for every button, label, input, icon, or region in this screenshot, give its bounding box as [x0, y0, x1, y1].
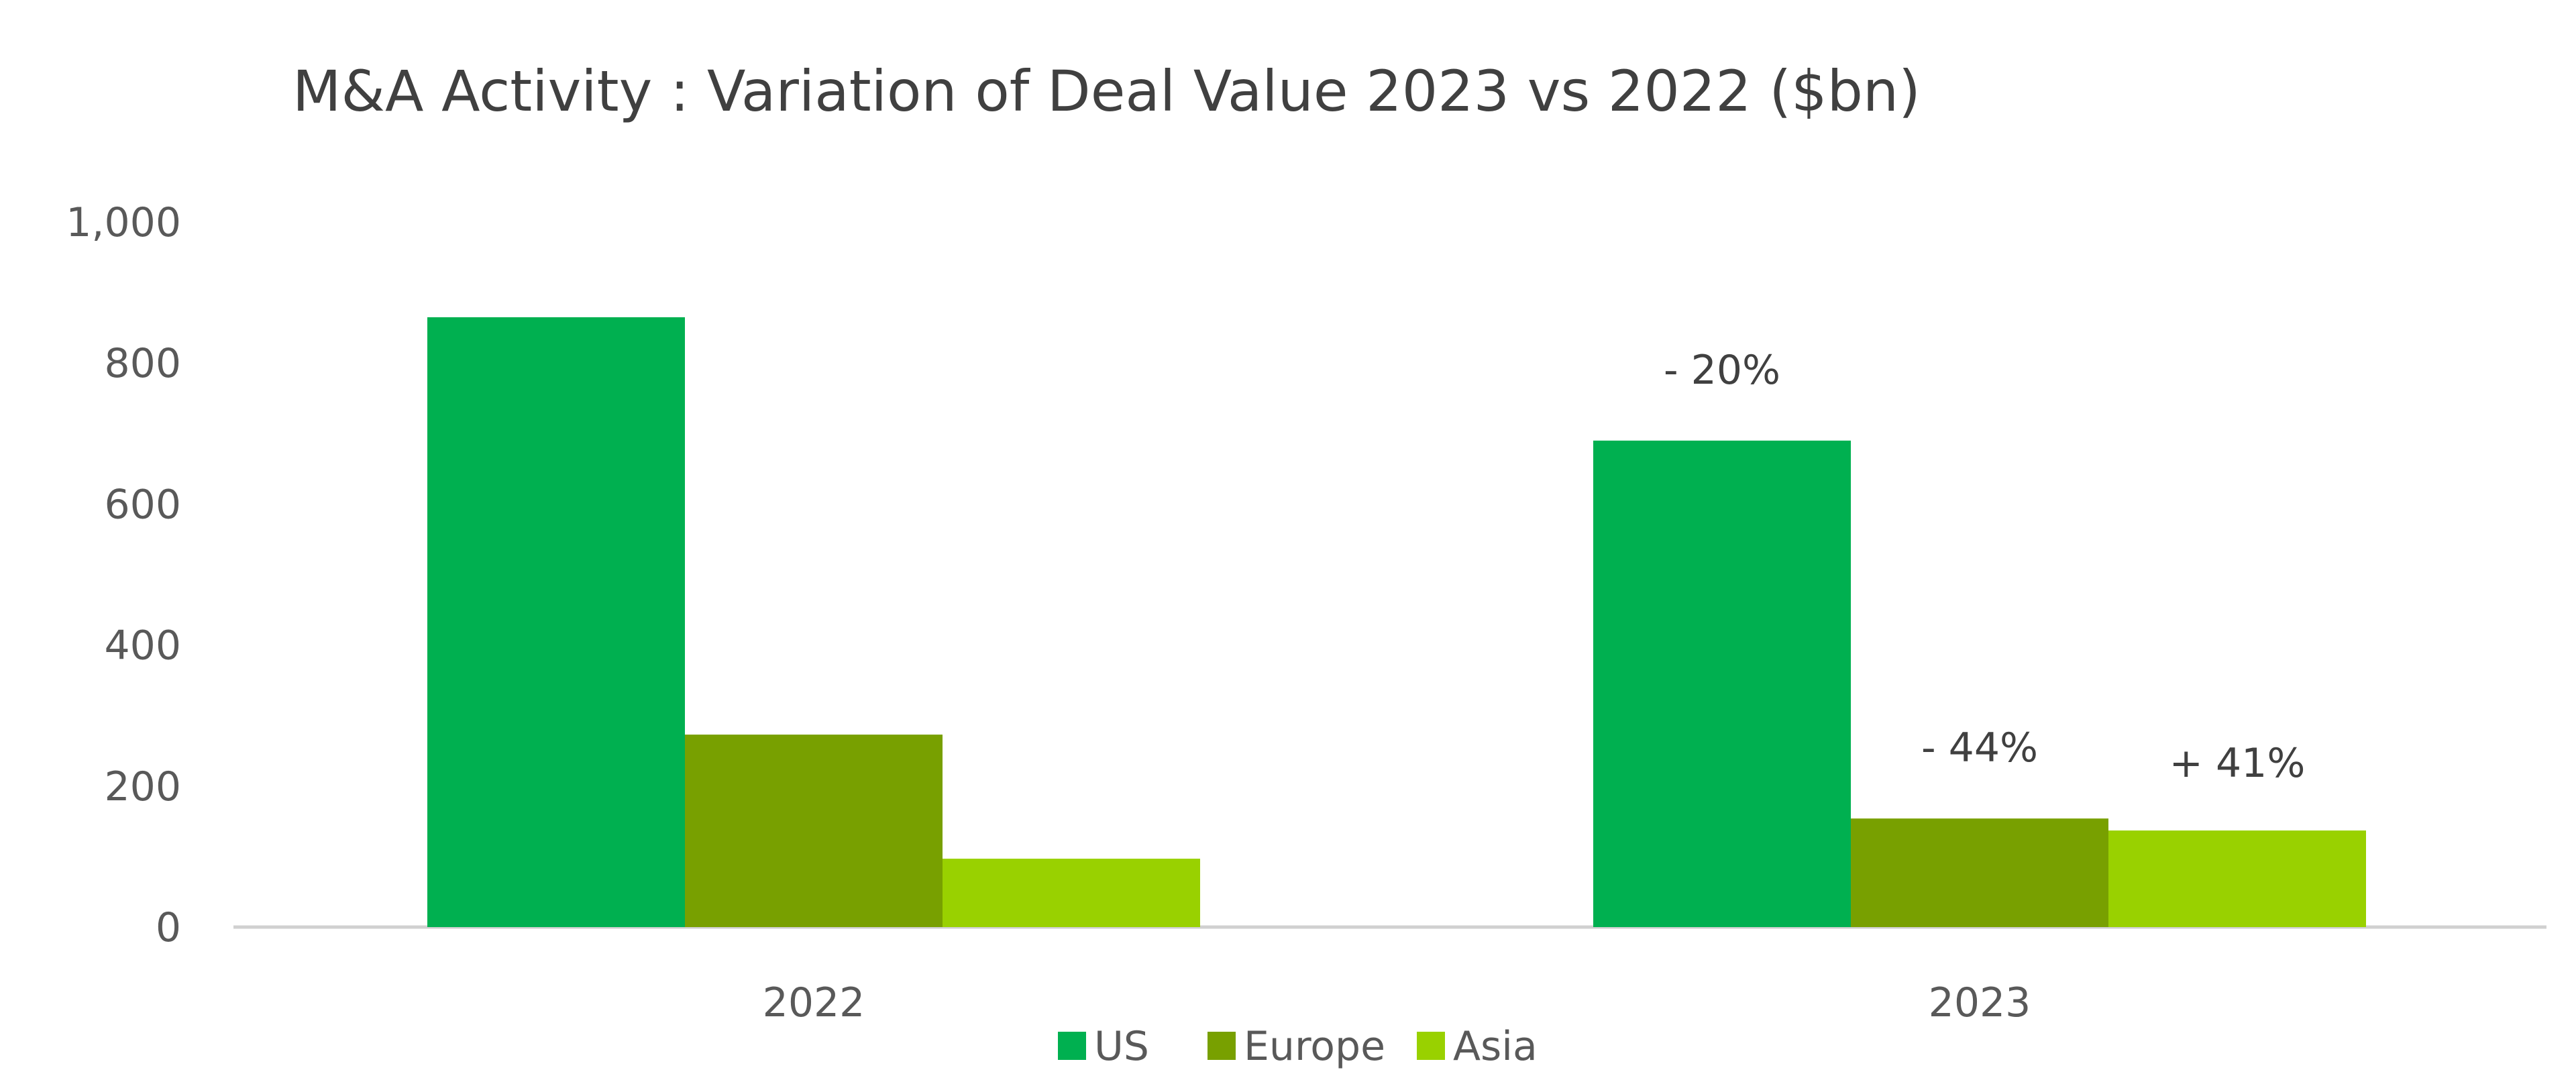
legend-label: Europe	[1244, 1023, 1385, 1070]
bar-us-2023	[1593, 440, 1851, 927]
legend-label: Asia	[1453, 1023, 1538, 1070]
legend-swatch	[1417, 1032, 1445, 1060]
legend-item-asia: Asia	[1417, 1023, 1538, 1070]
data-label-annotation: + 41%	[2169, 740, 2306, 787]
legend-item-europe: Europe	[1208, 1023, 1385, 1070]
bar-asia-2023	[2108, 830, 2366, 927]
y-tick-label: 800	[104, 340, 181, 387]
legend-item-us: US	[1058, 1023, 1149, 1070]
x-tick-label: 2022	[763, 979, 865, 1026]
legend-swatch	[1058, 1032, 1086, 1060]
bar-us-2022	[427, 317, 685, 927]
y-tick-label: 1,000	[66, 199, 181, 246]
legend-label: US	[1094, 1023, 1149, 1070]
bar-europe-2023	[1851, 818, 2108, 927]
data-label-annotation: - 44%	[1921, 724, 2038, 771]
x-tick-label: 2023	[1929, 979, 2031, 1026]
chart-title: M&A Activity : Variation of Deal Value 2…	[292, 58, 1921, 124]
y-tick-label: 0	[156, 904, 181, 951]
y-tick-label: 200	[104, 763, 181, 810]
bar-europe-2022	[685, 735, 943, 927]
legend-swatch	[1208, 1032, 1236, 1060]
bar-asia-2022	[943, 859, 1200, 927]
data-label-annotation: - 20%	[1664, 347, 1780, 394]
y-tick-label: 400	[104, 623, 181, 669]
y-tick-label: 600	[104, 481, 181, 528]
